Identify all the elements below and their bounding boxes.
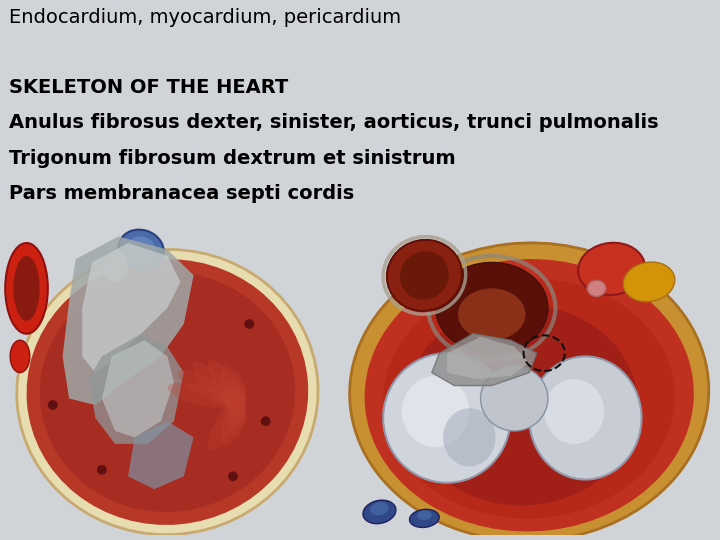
Text: Anulus fibrosus dexter, sinister, aorticus, trunci pulmonalis: Anulus fibrosus dexter, sinister, aortic… [9, 113, 659, 132]
Ellipse shape [443, 408, 495, 467]
Text: Endocardium, myocardium, pericardium: Endocardium, myocardium, pericardium [9, 8, 402, 27]
Polygon shape [89, 334, 184, 444]
Ellipse shape [410, 509, 439, 528]
Ellipse shape [208, 360, 245, 417]
Text: Trigonum fibrosum dextrum et sinistrum: Trigonum fibrosum dextrum et sinistrum [9, 148, 456, 167]
Polygon shape [432, 334, 536, 386]
Ellipse shape [364, 259, 694, 531]
Ellipse shape [350, 243, 708, 540]
Ellipse shape [40, 272, 295, 512]
Ellipse shape [119, 230, 163, 269]
Ellipse shape [402, 376, 469, 447]
Ellipse shape [480, 366, 548, 431]
Circle shape [261, 416, 271, 426]
Circle shape [228, 471, 238, 481]
Ellipse shape [458, 288, 526, 340]
Ellipse shape [5, 243, 48, 334]
Ellipse shape [10, 340, 30, 373]
Ellipse shape [624, 262, 675, 302]
Ellipse shape [405, 305, 638, 505]
Ellipse shape [127, 237, 156, 262]
Ellipse shape [417, 510, 432, 520]
Ellipse shape [14, 256, 40, 321]
Ellipse shape [400, 251, 449, 300]
Text: Pars membranacea septi cordis: Pars membranacea septi cordis [9, 184, 355, 202]
Ellipse shape [387, 240, 462, 311]
Circle shape [588, 280, 606, 296]
Text: SKELETON OF THE HEART: SKELETON OF THE HEART [9, 78, 289, 97]
Ellipse shape [17, 249, 318, 535]
Circle shape [97, 465, 107, 475]
Circle shape [244, 319, 254, 329]
Polygon shape [102, 340, 174, 437]
Ellipse shape [436, 262, 548, 353]
Circle shape [48, 400, 58, 410]
Polygon shape [82, 243, 181, 373]
Ellipse shape [221, 364, 246, 427]
Polygon shape [128, 421, 194, 489]
Ellipse shape [27, 259, 308, 525]
Ellipse shape [370, 502, 389, 515]
Ellipse shape [363, 500, 396, 524]
Polygon shape [447, 337, 529, 379]
Ellipse shape [168, 383, 231, 408]
Ellipse shape [226, 373, 246, 437]
Ellipse shape [102, 249, 128, 282]
Ellipse shape [178, 370, 235, 407]
Ellipse shape [578, 243, 645, 295]
Ellipse shape [383, 279, 675, 518]
Ellipse shape [383, 353, 510, 483]
Ellipse shape [544, 379, 604, 444]
Ellipse shape [221, 383, 246, 446]
Ellipse shape [529, 356, 642, 480]
Ellipse shape [208, 393, 245, 450]
Polygon shape [63, 237, 194, 405]
Ellipse shape [192, 362, 240, 409]
